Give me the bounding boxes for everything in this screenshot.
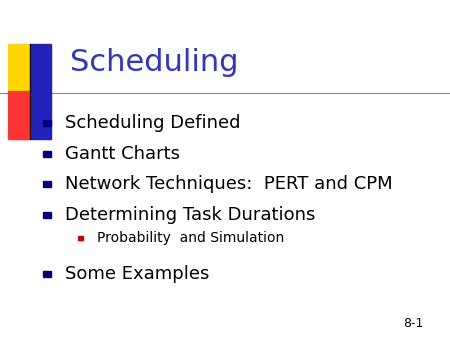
Bar <box>43 271 51 277</box>
Bar <box>43 212 51 218</box>
Text: 8-1: 8-1 <box>403 317 423 330</box>
Text: Determining Task Durations: Determining Task Durations <box>65 206 315 224</box>
Bar <box>43 181 51 187</box>
Text: Gantt Charts: Gantt Charts <box>65 145 180 163</box>
Bar <box>30 44 51 139</box>
Text: Network Techniques:  PERT and CPM: Network Techniques: PERT and CPM <box>65 175 393 193</box>
Text: Some Examples: Some Examples <box>65 265 210 283</box>
Text: Scheduling: Scheduling <box>70 48 238 77</box>
Text: Probability  and Simulation: Probability and Simulation <box>97 231 284 245</box>
Bar <box>8 91 30 139</box>
Bar <box>43 120 51 126</box>
Bar <box>8 44 30 91</box>
Text: Scheduling Defined: Scheduling Defined <box>65 114 241 132</box>
Bar <box>43 151 51 157</box>
Bar <box>78 236 83 240</box>
